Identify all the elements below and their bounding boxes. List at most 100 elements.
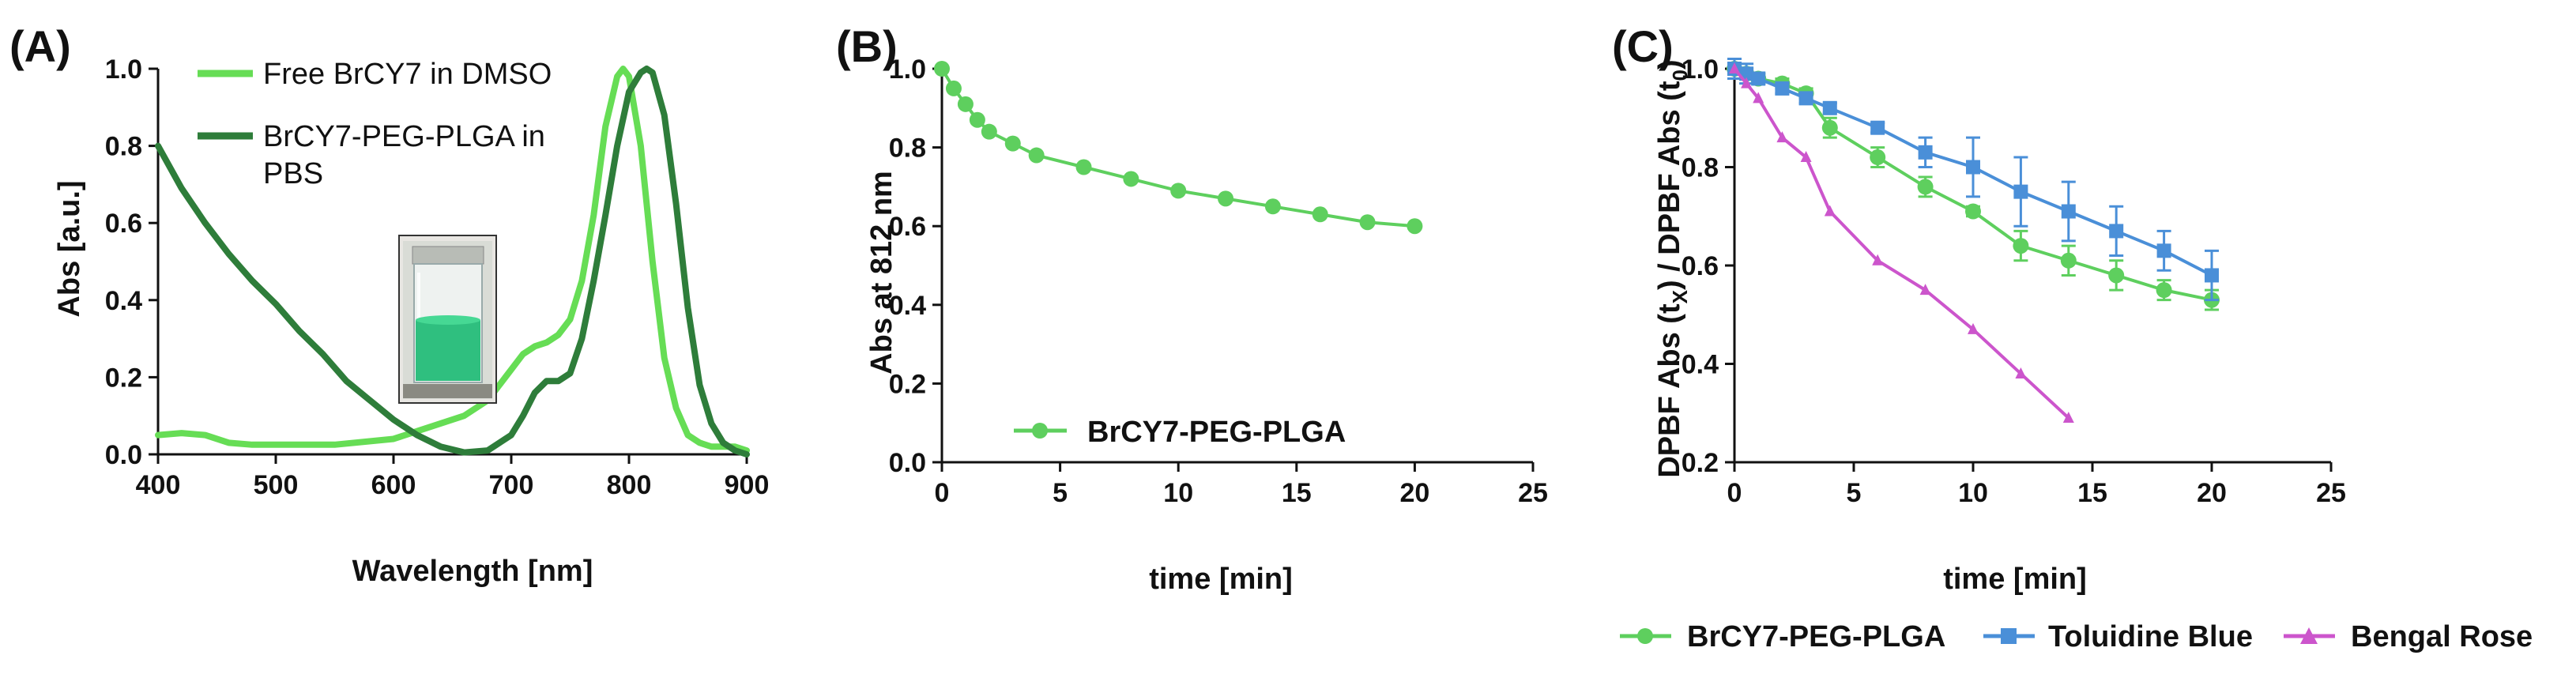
y-tick-label: 0.4: [1682, 350, 1719, 380]
data-point-bengal-rose: [1872, 254, 1884, 265]
data-point-brcy7-peg-plga: [957, 96, 974, 112]
panel-c-xlabel: time [min]: [1943, 563, 2087, 596]
x-tick-label: 0: [1727, 478, 1742, 508]
x-tick-label: 500: [254, 470, 299, 500]
y-tick-label: 0.8: [105, 132, 142, 162]
panel-c-label: (C): [1612, 21, 1674, 71]
data-point-brcy7-peg-plga: [2156, 282, 2172, 299]
data-point-brcy7-peg-plga: [1264, 198, 1281, 215]
panel-c-legend: BrCY7-PEG-PLGA Toluidine Blue Bengal Ros…: [1620, 620, 2533, 653]
y-tick-label: 0.0: [105, 440, 142, 470]
legend-label-free-brcy7: Free BrCY7 in DMSO: [263, 58, 552, 91]
data-point-toluidine-blue: [2061, 204, 2076, 219]
y-tick-label: 0.6: [889, 212, 926, 242]
data-point-brcy7-peg-plga: [1917, 179, 1934, 195]
data-point-brcy7-peg-plga: [2013, 238, 2029, 254]
panel-a-axes: 400 500 600 700 800 900 0.0 0.2 0.4 0.6 0.8 1.0: [105, 55, 770, 500]
y-tick-label: 0.8: [889, 134, 926, 164]
y-tick-label: 0.6: [1682, 251, 1719, 281]
data-point-brcy7-peg-plga: [1312, 206, 1328, 223]
y-tick-label: 0.2: [889, 369, 926, 399]
data-point-bengal-rose: [2015, 367, 2027, 378]
data-point-bengal-rose: [2062, 411, 2074, 423]
data-point-bengal-rose: [1776, 131, 1788, 143]
y-tick-label: 0.2: [105, 363, 142, 393]
panel-a-label: (A): [9, 21, 71, 71]
series-line-free-brcy7-in-dmso: [155, 66, 750, 454]
data-point-toluidine-blue: [2205, 268, 2219, 283]
y-tick-label: 0.4: [105, 286, 142, 316]
x-tick-label: 20: [1399, 478, 1429, 508]
legend-marker-circle-b: [1032, 423, 1048, 439]
data-point-bengal-rose: [1729, 62, 1740, 73]
data-point-brcy7-peg-plga: [1004, 135, 1021, 152]
panel-b-lines: [934, 61, 1423, 235]
data-point-toluidine-blue: [1751, 71, 1766, 86]
data-point-toluidine-blue: [2109, 224, 2124, 239]
legend-marker-square: [2001, 628, 2017, 644]
data-point-brcy7-peg-plga: [945, 80, 962, 96]
panel-b: (B) Abs at 812 nm time [min] 0 5 10 15 20 250…: [836, 21, 1548, 596]
panel-b-xlabel: time [min]: [1149, 563, 1293, 596]
vial-photo-inset: [398, 235, 497, 404]
panel-a: (A) Abs [a.u.] Wavelength [nm] 400 500 600…: [9, 21, 769, 588]
panel-c-lines: [1727, 58, 2220, 423]
data-point-toluidine-blue: [1798, 91, 1813, 106]
x-tick-label: 400: [136, 470, 181, 500]
data-point-brcy7-peg-plga: [969, 111, 985, 128]
data-point-brcy7-peg-plga: [1218, 190, 1234, 207]
data-point-bengal-rose: [1824, 205, 1836, 217]
data-point-brcy7-peg-plga: [1821, 119, 1838, 136]
x-tick-label: 15: [1282, 478, 1312, 508]
data-point-brcy7-peg-plga: [1965, 203, 1981, 220]
panel-c-ylabel: DPBF Abs (tX) / DPBF Abs (t0): [1653, 59, 1692, 477]
y-tick-label: 0.2: [1682, 448, 1719, 478]
legend-label-brcy7-peg-plga-b: BrCY7-PEG-PLGA: [1087, 416, 1346, 449]
y-tick-label: 0.4: [889, 291, 926, 321]
panel-c-axes: 0 5 10 15 20 25 0.2 0.4 0.6 0.8 1.0: [1682, 55, 2346, 508]
x-tick-label: 15: [2077, 478, 2107, 508]
data-point-brcy7-peg-plga: [1870, 149, 1886, 166]
y-tick-label: 0.6: [105, 209, 142, 239]
x-tick-label: 10: [1163, 478, 1193, 508]
y-tick-label: 0.0: [889, 448, 926, 478]
legend-label-brcy7-peg-plga-c: BrCY7-PEG-PLGA: [1687, 620, 1945, 653]
data-point-brcy7-peg-plga: [981, 123, 997, 140]
panel-a-lines: [155, 66, 750, 457]
x-tick-label: 800: [607, 470, 652, 500]
x-tick-label: 700: [489, 470, 534, 500]
legend-label-brcy7-peg-plga-pbs: BrCY7-PEG-PLGA in PBS: [263, 120, 553, 190]
data-point-brcy7-peg-plga: [1075, 159, 1092, 175]
data-point-brcy7-peg-plga: [1407, 218, 1423, 235]
data-point-bengal-rose: [1753, 92, 1764, 104]
x-tick-label: 5: [1053, 478, 1068, 508]
data-point-brcy7-peg-plga: [1170, 183, 1187, 199]
panel-b-axes: 0 5 10 15 20 25 0.0 0.2 0.4 0.6 0.8 1.0: [889, 55, 1548, 508]
data-point-brcy7-peg-plga: [2060, 252, 2077, 269]
data-point-toluidine-blue: [1918, 145, 1933, 160]
y-tick-label: 0.8: [1682, 153, 1719, 183]
data-point-brcy7-peg-plga: [1123, 171, 1139, 187]
data-point-brcy7-peg-plga: [1028, 147, 1045, 164]
legend-label-bengal-rose: Bengal Rose: [2351, 620, 2533, 653]
legend-marker-triangle: [2300, 627, 2318, 644]
panel-b-ylabel: Abs at 812 nm: [865, 171, 898, 375]
legend-label-toluidine-blue: Toluidine Blue: [2048, 620, 2253, 653]
data-point-toluidine-blue: [2013, 184, 2028, 199]
panel-a-xlabel: Wavelength [nm]: [352, 555, 593, 588]
data-point-toluidine-blue: [1775, 81, 1790, 96]
data-point-bengal-rose: [1968, 322, 1979, 334]
x-tick-label: 600: [371, 470, 416, 500]
x-tick-label: 0: [935, 478, 950, 508]
y-tick-label: 1.0: [1682, 55, 1719, 85]
data-point-brcy7-peg-plga: [1359, 214, 1376, 231]
data-point-toluidine-blue: [2156, 243, 2171, 258]
x-tick-label: 900: [725, 470, 770, 500]
data-point-bengal-rose: [1741, 77, 1753, 88]
x-tick-label: 25: [2316, 478, 2346, 508]
data-point-toluidine-blue: [1822, 100, 1837, 115]
panel-c: (C) DPBF Abs (tX) / DPBF Abs (t0) time […: [1612, 21, 2533, 653]
panel-a-legend: Free BrCY7 in DMSO BrCY7-PEG-PLGA in PBS: [198, 58, 553, 190]
data-point-bengal-rose: [1800, 151, 1812, 163]
